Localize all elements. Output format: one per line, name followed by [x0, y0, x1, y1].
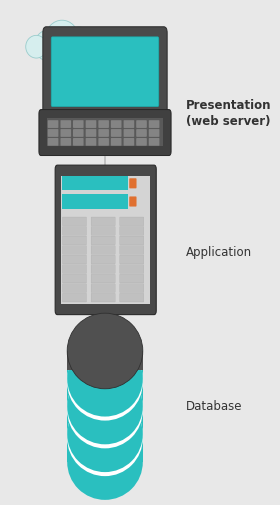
Ellipse shape: [67, 400, 143, 476]
Polygon shape: [67, 434, 143, 438]
FancyBboxPatch shape: [85, 129, 97, 137]
FancyBboxPatch shape: [120, 255, 144, 264]
FancyBboxPatch shape: [120, 284, 144, 292]
FancyBboxPatch shape: [120, 293, 144, 302]
Ellipse shape: [67, 373, 143, 448]
FancyBboxPatch shape: [62, 284, 87, 292]
FancyBboxPatch shape: [123, 120, 134, 128]
FancyBboxPatch shape: [129, 196, 137, 207]
FancyBboxPatch shape: [91, 245, 115, 255]
Polygon shape: [67, 379, 143, 383]
Ellipse shape: [67, 396, 143, 472]
Ellipse shape: [45, 20, 79, 57]
FancyBboxPatch shape: [111, 120, 122, 128]
Ellipse shape: [67, 317, 143, 393]
FancyBboxPatch shape: [73, 138, 84, 146]
Ellipse shape: [67, 424, 143, 500]
FancyBboxPatch shape: [136, 120, 147, 128]
Ellipse shape: [82, 34, 104, 59]
Bar: [62, 176, 128, 190]
Polygon shape: [67, 383, 143, 407]
Text: Internet: Internet: [45, 43, 87, 53]
FancyBboxPatch shape: [129, 178, 137, 188]
FancyBboxPatch shape: [55, 165, 156, 315]
Ellipse shape: [34, 30, 63, 61]
Ellipse shape: [67, 396, 143, 472]
Polygon shape: [67, 355, 143, 379]
FancyBboxPatch shape: [91, 265, 115, 273]
Ellipse shape: [66, 27, 93, 57]
FancyBboxPatch shape: [62, 245, 87, 255]
FancyBboxPatch shape: [62, 227, 87, 235]
FancyBboxPatch shape: [136, 129, 147, 137]
FancyBboxPatch shape: [120, 217, 144, 226]
Text: Presentation
(web server): Presentation (web server): [186, 99, 272, 128]
FancyBboxPatch shape: [91, 236, 115, 245]
FancyBboxPatch shape: [62, 293, 87, 302]
Text: Application: Application: [186, 246, 252, 259]
Ellipse shape: [67, 369, 143, 444]
Ellipse shape: [67, 313, 143, 389]
FancyBboxPatch shape: [91, 255, 115, 264]
FancyBboxPatch shape: [120, 236, 144, 245]
FancyBboxPatch shape: [91, 217, 115, 226]
Ellipse shape: [34, 34, 98, 54]
FancyBboxPatch shape: [91, 227, 115, 235]
FancyBboxPatch shape: [51, 37, 159, 107]
FancyBboxPatch shape: [123, 138, 134, 146]
FancyBboxPatch shape: [149, 138, 160, 146]
FancyBboxPatch shape: [98, 138, 109, 146]
FancyBboxPatch shape: [120, 265, 144, 273]
Polygon shape: [67, 407, 143, 411]
FancyBboxPatch shape: [123, 129, 134, 137]
Polygon shape: [67, 438, 143, 462]
FancyBboxPatch shape: [60, 138, 71, 146]
FancyBboxPatch shape: [120, 274, 144, 283]
FancyBboxPatch shape: [98, 120, 109, 128]
FancyBboxPatch shape: [48, 138, 59, 146]
Polygon shape: [67, 411, 143, 434]
Polygon shape: [67, 351, 143, 370]
Bar: [61, 176, 150, 304]
FancyBboxPatch shape: [111, 129, 122, 137]
FancyBboxPatch shape: [60, 120, 71, 128]
FancyBboxPatch shape: [136, 138, 147, 146]
Bar: [62, 194, 128, 209]
FancyBboxPatch shape: [62, 217, 87, 226]
FancyBboxPatch shape: [73, 129, 84, 137]
FancyBboxPatch shape: [60, 129, 71, 137]
Ellipse shape: [67, 341, 143, 417]
FancyBboxPatch shape: [149, 120, 160, 128]
Ellipse shape: [67, 369, 143, 444]
FancyBboxPatch shape: [98, 129, 109, 137]
FancyBboxPatch shape: [85, 120, 97, 128]
Ellipse shape: [67, 373, 143, 448]
FancyBboxPatch shape: [111, 138, 122, 146]
FancyBboxPatch shape: [91, 293, 115, 302]
Ellipse shape: [67, 400, 143, 476]
FancyBboxPatch shape: [73, 120, 84, 128]
FancyBboxPatch shape: [62, 274, 87, 283]
Ellipse shape: [26, 35, 47, 58]
FancyBboxPatch shape: [43, 27, 167, 120]
FancyBboxPatch shape: [62, 265, 87, 273]
Ellipse shape: [67, 345, 143, 421]
Ellipse shape: [67, 341, 143, 417]
FancyBboxPatch shape: [62, 255, 87, 264]
FancyBboxPatch shape: [120, 245, 144, 255]
FancyBboxPatch shape: [39, 110, 171, 156]
FancyBboxPatch shape: [149, 129, 160, 137]
FancyBboxPatch shape: [48, 120, 59, 128]
FancyBboxPatch shape: [48, 129, 59, 137]
Ellipse shape: [67, 345, 143, 421]
FancyBboxPatch shape: [85, 138, 97, 146]
FancyBboxPatch shape: [120, 227, 144, 235]
FancyBboxPatch shape: [62, 236, 87, 245]
FancyBboxPatch shape: [91, 274, 115, 283]
FancyBboxPatch shape: [91, 284, 115, 292]
Text: Database: Database: [186, 400, 243, 413]
Bar: [47, 118, 163, 146]
